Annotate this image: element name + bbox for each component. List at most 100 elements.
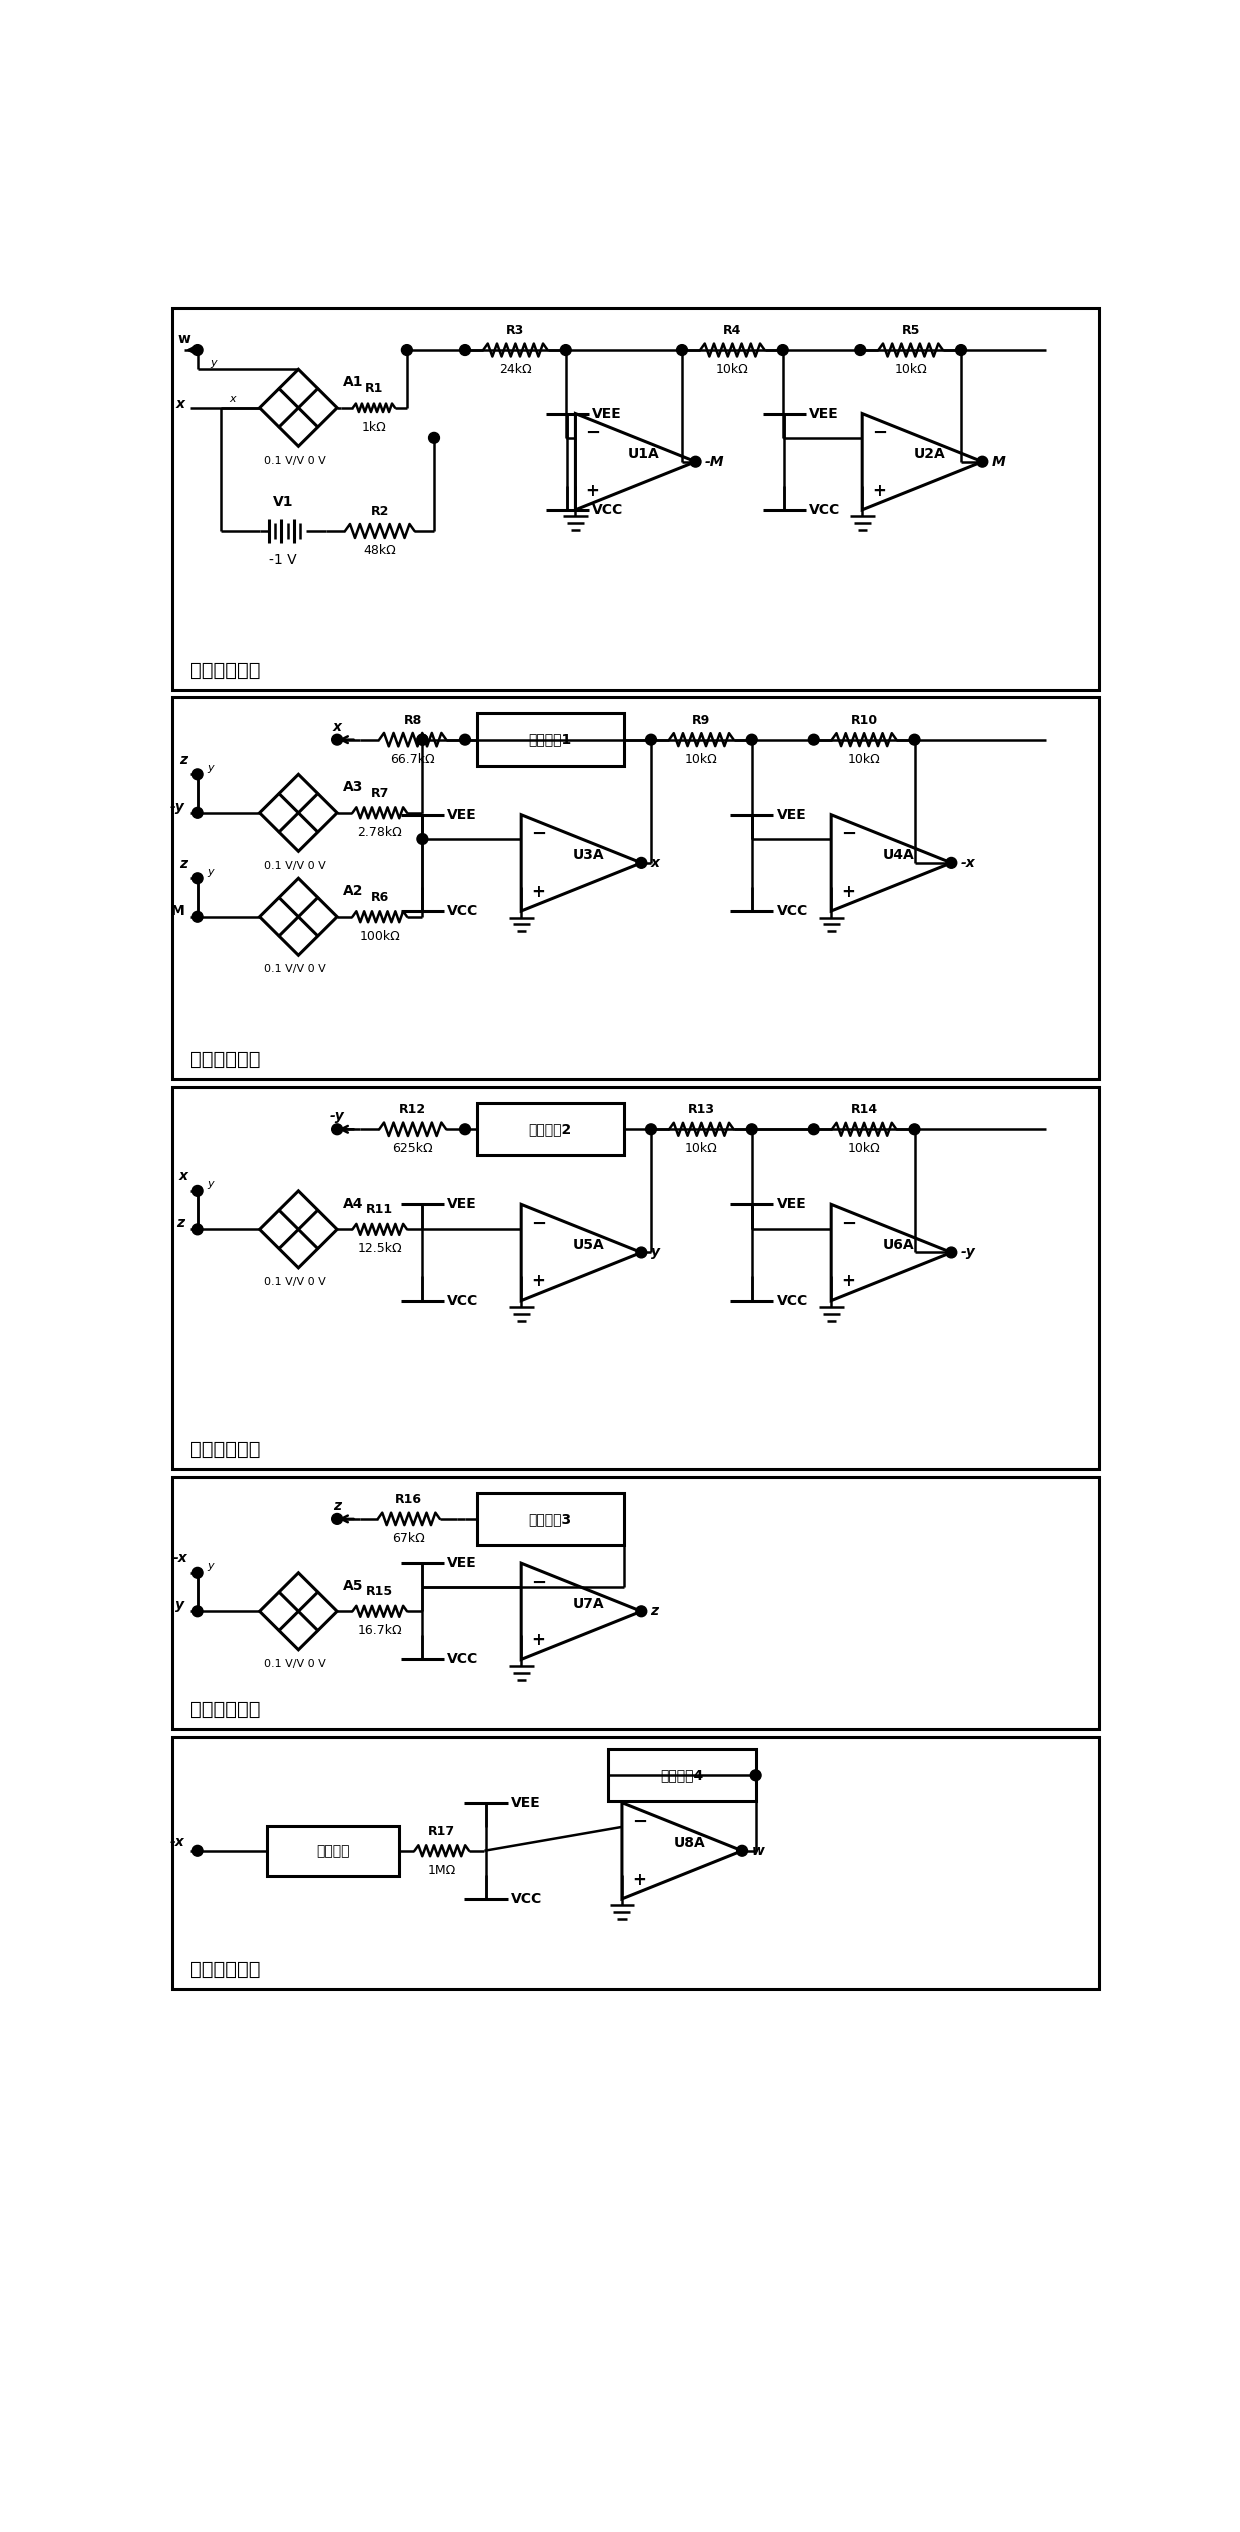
Text: VEE: VEE [448, 808, 477, 823]
Text: VCC: VCC [448, 1294, 479, 1307]
Text: VEE: VEE [511, 1795, 541, 1810]
Text: 0.1 V/V 0 V: 0.1 V/V 0 V [263, 456, 325, 466]
Text: z: z [180, 752, 187, 767]
Text: VCC: VCC [448, 904, 479, 919]
Text: -y: -y [170, 800, 185, 813]
Circle shape [192, 912, 203, 922]
Circle shape [560, 344, 572, 354]
Circle shape [646, 1124, 656, 1134]
Circle shape [956, 344, 966, 354]
Circle shape [636, 858, 647, 868]
Text: 1MΩ: 1MΩ [428, 1864, 456, 1876]
Circle shape [192, 1567, 203, 1577]
Bar [172, 696, 1099, 1079]
Text: U3A: U3A [573, 848, 605, 863]
Text: VEE: VEE [776, 808, 806, 823]
Circle shape [946, 1248, 957, 1258]
Text: +: + [585, 481, 599, 499]
Text: A3: A3 [343, 780, 363, 795]
Text: 10kΩ: 10kΩ [684, 1142, 718, 1155]
Circle shape [977, 456, 988, 466]
Circle shape [192, 1605, 203, 1618]
Circle shape [460, 1124, 470, 1134]
Circle shape [192, 1223, 203, 1236]
Circle shape [192, 1185, 203, 1195]
Text: U6A: U6A [883, 1238, 915, 1251]
Text: z: z [651, 1605, 658, 1618]
Text: 0.1 V/V 0 V: 0.1 V/V 0 V [263, 861, 325, 871]
Text: R11: R11 [366, 1203, 393, 1215]
Circle shape [636, 1605, 647, 1618]
Text: U2A: U2A [914, 448, 946, 461]
Text: VCC: VCC [776, 904, 807, 919]
Circle shape [746, 1124, 758, 1134]
Text: 电路单元4: 电路单元4 [661, 1767, 703, 1783]
Text: VCC: VCC [511, 1891, 542, 1907]
Circle shape [332, 734, 342, 744]
Text: V1: V1 [273, 496, 293, 509]
Circle shape [192, 874, 203, 884]
Text: 24kΩ: 24kΩ [498, 362, 532, 377]
Text: R16: R16 [396, 1494, 423, 1507]
Text: 16.7kΩ: 16.7kΩ [357, 1626, 402, 1638]
Text: R9: R9 [692, 714, 711, 727]
Text: +: + [872, 481, 887, 499]
Text: y: y [651, 1246, 660, 1258]
Circle shape [946, 858, 957, 868]
Bar [172, 1086, 1099, 1469]
Text: 0.1 V/V 0 V: 0.1 V/V 0 V [263, 965, 325, 975]
Circle shape [192, 770, 203, 780]
Text: 时滞单元: 时滞单元 [316, 1843, 350, 1858]
Text: y: y [207, 866, 215, 876]
Text: −: − [531, 1215, 547, 1233]
Text: U8A: U8A [673, 1836, 706, 1851]
Circle shape [332, 1514, 342, 1524]
Text: U1A: U1A [627, 448, 660, 461]
Circle shape [417, 734, 428, 744]
Text: +: + [531, 1631, 546, 1648]
Bar [476, 1104, 624, 1155]
Circle shape [777, 344, 789, 354]
Text: R6: R6 [371, 891, 389, 904]
Text: U5A: U5A [573, 1238, 605, 1251]
Text: y: y [175, 1598, 185, 1613]
Text: VCC: VCC [448, 1653, 479, 1666]
Text: VEE: VEE [591, 408, 621, 420]
Text: w: w [751, 1843, 764, 1858]
Text: −: − [841, 825, 857, 843]
Text: z: z [176, 1215, 185, 1231]
Text: 66.7kΩ: 66.7kΩ [391, 752, 435, 765]
Circle shape [192, 344, 203, 354]
Circle shape [677, 344, 687, 354]
Text: R10: R10 [851, 714, 878, 727]
Text: +: + [632, 1871, 646, 1889]
Text: −: − [585, 423, 600, 441]
Text: +: + [841, 884, 856, 901]
Text: z: z [334, 1499, 341, 1512]
Text: -M: -M [704, 456, 724, 468]
Text: R1: R1 [365, 382, 383, 395]
Text: −: − [531, 825, 547, 843]
Text: 10kΩ: 10kΩ [848, 752, 880, 765]
Circle shape [460, 344, 470, 354]
Text: VCC: VCC [776, 1294, 807, 1307]
Text: +: + [841, 1274, 856, 1291]
Text: x: x [179, 1170, 187, 1182]
Bar [172, 1737, 1099, 1990]
Text: VEE: VEE [776, 1198, 806, 1210]
Text: +: + [531, 1274, 546, 1291]
Bar [476, 714, 624, 765]
Text: U7A: U7A [573, 1598, 605, 1610]
Bar [172, 309, 1099, 689]
Circle shape [808, 734, 820, 744]
Text: -y: -y [330, 1109, 345, 1124]
Circle shape [332, 1124, 342, 1134]
Text: y: y [207, 1180, 215, 1190]
Text: VEE: VEE [448, 1557, 477, 1570]
Text: +: + [531, 884, 546, 901]
Circle shape [737, 1846, 748, 1856]
Text: -1 V: -1 V [269, 552, 296, 567]
Text: A1: A1 [343, 375, 363, 390]
Circle shape [460, 734, 470, 744]
Text: A2: A2 [343, 884, 363, 899]
